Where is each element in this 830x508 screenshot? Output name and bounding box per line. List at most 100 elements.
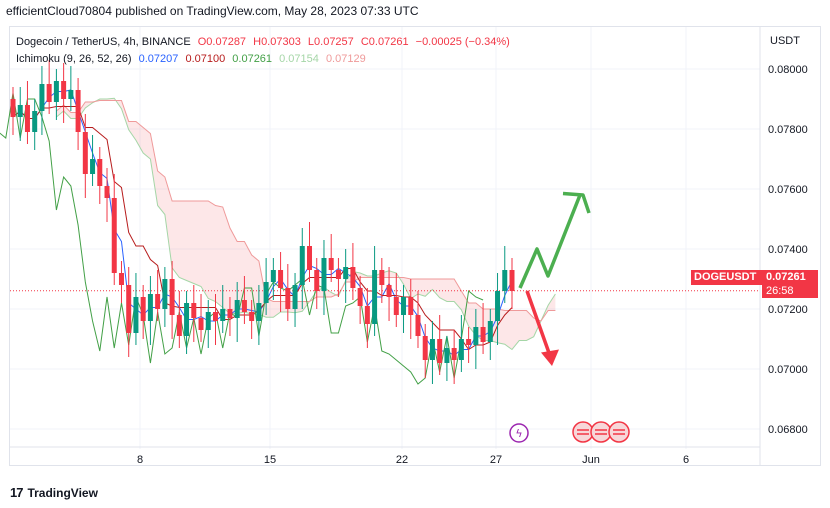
bullish-arrowhead [562,191,591,214]
us-flag-icon [590,421,612,443]
candle-body [68,90,74,99]
candle-body [24,105,30,132]
x-tick-label: Jun [582,454,600,466]
candle-body [335,270,341,279]
indicator-value-conversion: 0.07207 [138,53,179,65]
indicator-value-base: 0.07100 [185,53,226,65]
close-value: C0.07261 [360,36,409,48]
candle-body [321,258,327,291]
candle-body [241,300,247,312]
candle-body [278,270,284,288]
candle-body [372,270,378,324]
candle-body [285,288,291,309]
candle-body [147,294,153,321]
candle-body [256,303,262,321]
candle-body [126,285,132,333]
y-tick-label: 0.08000 [768,64,808,76]
event-marker-icon [509,423,529,443]
footer: 17 TradingView [10,485,98,500]
x-tick-label: 6 [683,454,689,466]
projection-arrows [518,191,591,366]
candle-body [118,273,124,285]
candle-body [343,267,349,279]
candle-body [415,315,421,336]
candle-series [10,60,515,384]
candle-body [198,318,204,330]
candle-body [314,270,320,291]
candle-body [10,99,16,117]
bar-countdown: 26:58 [766,285,794,297]
candle-body [61,81,67,99]
candle-body [133,297,139,333]
y-tick-label: 0.07000 [768,364,808,376]
indicator-value-lead1: 0.07154 [279,53,319,65]
indicator-value-lead2: 0.07129 [325,53,366,65]
y-tick-label: 0.07600 [768,184,808,196]
low-value: L0.07257 [307,36,354,48]
lagging-span [0,92,484,385]
ichimoku-cloud [56,97,556,351]
candle-body [205,312,211,330]
last-price-label: 0.07261 26:58 [762,270,818,298]
candle-body [480,327,486,342]
y-tick-label: 0.06800 [768,424,808,436]
candle-body [32,111,38,132]
candle-body [46,84,52,102]
candle-body [437,339,443,363]
candle-body [97,159,103,186]
symbol-legend: Dogecoin / TetherUS, 4h, BINANCE O0.0728… [16,36,514,48]
candle-body [473,327,479,345]
candle-body [386,285,392,297]
candle-body [191,303,197,318]
candle-body [350,267,356,288]
change-value: −0.00025 (−0.34%) [415,36,510,48]
candle-body [111,198,117,273]
candle-body [466,339,472,345]
bearish-arrowhead [541,349,559,366]
symbol-name: Dogecoin / TetherUS, 4h, BINANCE [16,36,191,48]
candle-body [39,84,45,111]
candle-body [75,90,81,132]
candle-body [227,309,233,318]
ticker-label: DOGEUSDT [691,270,762,285]
x-tick-label: 15 [264,454,276,466]
candle-body [249,312,255,321]
high-value: H0.07303 [253,36,301,48]
candle-body [53,81,59,102]
axes: 0.08000 0.07800 0.07600 0.07400 0.07200 0.070… [10,27,808,466]
candle-body [307,246,313,270]
leading-span-b [56,100,556,322]
candle-body [162,279,168,309]
candle-body [495,291,501,321]
y-tick-label: 0.07200 [768,304,808,316]
indicator-legend: Ichimoku (9, 26, 52, 26) 0.07207 0.07100… [16,53,370,65]
us-flag-icon [608,421,630,443]
candle-body [364,306,370,324]
candle-body [104,186,110,198]
candle-body [140,297,146,321]
chart-frame [9,26,821,466]
candle-body [328,258,334,270]
x-tick-label: 8 [137,454,143,466]
candle-body [429,339,435,360]
y-tick-label: 0.07800 [768,124,808,136]
indicator-name: Ichimoku (9, 26, 52, 26) [16,53,132,65]
candle-body [212,312,218,321]
chart-grid [10,27,760,449]
y-axis-unit: USDT [770,35,800,47]
tradingview-logo-icon: 17 [10,485,24,500]
candle-body [270,270,276,282]
candle-body [299,246,305,285]
last-price-value: 0.07261 [766,271,806,283]
x-tick-label: 22 [396,454,408,466]
bullish-projection-arrow [518,194,582,289]
candle-body [401,297,407,315]
candle-body [357,288,363,306]
candle-body [17,105,23,117]
candle-body [509,270,515,291]
candle-body [263,282,269,303]
kumo-fill [56,98,556,350]
lightning-icon: ϟ [515,427,522,440]
candle-body [379,270,385,285]
